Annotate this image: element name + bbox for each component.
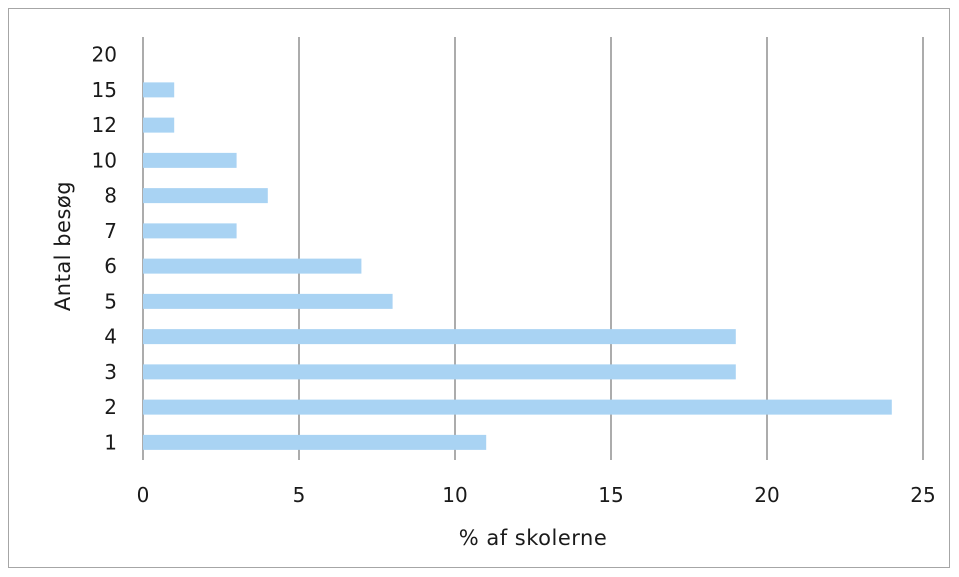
y-tick-label: 6 — [104, 254, 117, 278]
y-tick-label: 12 — [92, 113, 117, 137]
y-tick-label: 1 — [104, 430, 117, 454]
y-tick-label: 3 — [104, 360, 117, 384]
bar-3 — [143, 364, 736, 380]
bar-7 — [143, 223, 237, 239]
bar-4 — [143, 329, 736, 345]
chart-frame — [8, 8, 950, 568]
y-tick-label: 5 — [104, 289, 117, 313]
x-tick-label: 5 — [293, 483, 306, 507]
y-tick-label: 7 — [104, 219, 117, 243]
y-tick-label: 8 — [104, 184, 117, 208]
x-tick-label: 10 — [442, 483, 467, 507]
bars — [143, 82, 892, 450]
bar-1 — [143, 434, 487, 450]
gridlines — [142, 37, 924, 460]
bar-6 — [143, 258, 362, 274]
bar-8 — [143, 188, 268, 204]
x-tick-labels: 0 5 10 15 20 25 — [137, 483, 936, 507]
x-tick-label: 25 — [910, 483, 935, 507]
bar-2 — [143, 399, 892, 415]
y-tick-label: 2 — [104, 395, 117, 419]
bar-15 — [143, 82, 175, 98]
y-tick-label: 15 — [92, 78, 117, 102]
y-tick-label: 10 — [92, 148, 117, 172]
bar-12 — [143, 117, 175, 133]
y-tick-label: 4 — [104, 325, 117, 349]
y-axis-title: Antal besøg — [51, 181, 75, 311]
bar-5 — [143, 293, 393, 309]
bar-10 — [143, 152, 237, 168]
x-tick-label: 20 — [754, 483, 779, 507]
y-tick-label: 20 — [92, 43, 117, 67]
x-tick-label: 0 — [137, 483, 150, 507]
x-axis-title: % af skolerne — [459, 526, 608, 550]
x-tick-label: 15 — [598, 483, 623, 507]
